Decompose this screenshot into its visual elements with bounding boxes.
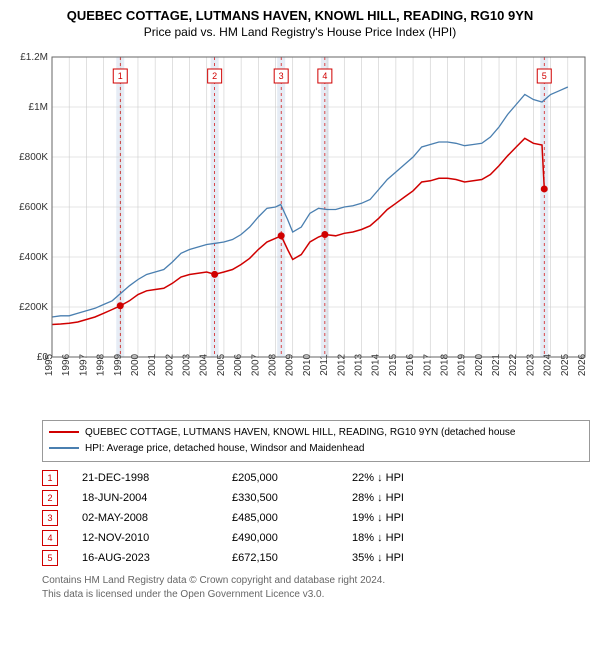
sale-marker-2: 2 <box>42 490 58 506</box>
chart-container: { "title": "QUEBEC COTTAGE, LUTMANS HAVE… <box>0 0 600 602</box>
chart-subtitle: Price paid vs. HM Land Registry's House … <box>0 25 600 47</box>
sale-diff: 35% ↓ HPI <box>352 552 472 564</box>
sale-diff: 19% ↓ HPI <box>352 512 472 524</box>
sales-row: 5 16-AUG-2023£672,15035% ↓ HPI <box>42 548 590 568</box>
svg-text:1: 1 <box>118 71 123 81</box>
sale-diff: 22% ↓ HPI <box>352 472 472 484</box>
sale-price: £205,000 <box>232 472 352 484</box>
sales-row: 1 21-DEC-1998£205,00022% ↓ HPI <box>42 468 590 488</box>
sale-price: £490,000 <box>232 532 352 544</box>
legend-item-hpi: HPI: Average price, detached house, Wind… <box>49 441 583 457</box>
footer-line-1: Contains HM Land Registry data © Crown c… <box>42 574 590 588</box>
legend-label-price: QUEBEC COTTAGE, LUTMANS HAVEN, KNOWL HIL… <box>85 427 516 438</box>
svg-text:2: 2 <box>212 71 217 81</box>
sale-date: 16-AUG-2023 <box>82 552 232 564</box>
sales-row: 2 18-JUN-2004£330,50028% ↓ HPI <box>42 488 590 508</box>
footer: Contains HM Land Registry data © Crown c… <box>42 574 590 602</box>
svg-text:4: 4 <box>322 71 327 81</box>
sale-price: £485,000 <box>232 512 352 524</box>
legend: QUEBEC COTTAGE, LUTMANS HAVEN, KNOWL HIL… <box>42 420 590 462</box>
legend-swatch-hpi <box>49 447 79 449</box>
sale-marker-1: 1 <box>42 470 58 486</box>
svg-text:£200K: £200K <box>19 302 48 313</box>
svg-text:5: 5 <box>542 71 547 81</box>
sale-marker-3: 3 <box>42 510 58 526</box>
sale-marker-5: 5 <box>42 550 58 566</box>
sale-date: 12-NOV-2010 <box>82 532 232 544</box>
chart-plot-area: £0£200K£400K£600K£800K£1M£1.2M1995199619… <box>10 47 590 412</box>
sale-price: £330,500 <box>232 492 352 504</box>
svg-text:£1.2M: £1.2M <box>20 52 48 63</box>
legend-item-price: QUEBEC COTTAGE, LUTMANS HAVEN, KNOWL HIL… <box>49 425 583 441</box>
svg-text:£800K: £800K <box>19 152 48 163</box>
sale-marker-4: 4 <box>42 530 58 546</box>
sale-price: £672,150 <box>232 552 352 564</box>
sale-diff: 28% ↓ HPI <box>352 492 472 504</box>
sales-table: 1 21-DEC-1998£205,00022% ↓ HPI 2 18-JUN-200… <box>42 468 590 568</box>
svg-text:£1M: £1M <box>29 102 48 113</box>
sale-date: 18-JUN-2004 <box>82 492 232 504</box>
footer-line-2: This data is licensed under the Open Gov… <box>42 588 590 602</box>
legend-label-hpi: HPI: Average price, detached house, Wind… <box>85 443 364 454</box>
sale-diff: 18% ↓ HPI <box>352 532 472 544</box>
sale-date: 02-MAY-2008 <box>82 512 232 524</box>
legend-swatch-price <box>49 431 79 433</box>
sales-row: 3 02-MAY-2008£485,00019% ↓ HPI <box>42 508 590 528</box>
sales-row: 4 12-NOV-2010£490,00018% ↓ HPI <box>42 528 590 548</box>
chart-svg: £0£200K£400K£600K£800K£1M£1.2M1995199619… <box>10 47 590 407</box>
svg-text:£600K: £600K <box>19 202 48 213</box>
chart-title: QUEBEC COTTAGE, LUTMANS HAVEN, KNOWL HIL… <box>0 0 600 25</box>
sale-date: 21-DEC-1998 <box>82 472 232 484</box>
svg-text:3: 3 <box>279 71 284 81</box>
svg-text:£400K: £400K <box>19 252 48 263</box>
